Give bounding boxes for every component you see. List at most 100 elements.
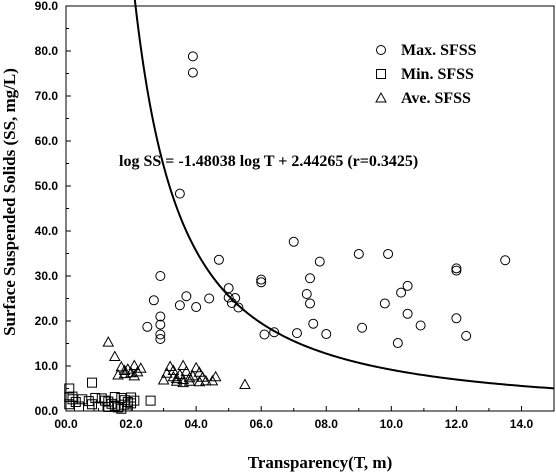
legend-label: Ave. SFSS <box>401 90 471 107</box>
data-point-triangle <box>183 371 196 383</box>
data-point-square <box>109 392 120 403</box>
x-axis-ticks: 00.0 02.0 04.0 06.0 08.0 10.0 12.0 14.0 <box>54 406 533 431</box>
y-axis-label: Surface Suspended Solids (SS, mg/L) <box>0 68 19 336</box>
data-point-circle <box>415 320 426 331</box>
data-point-triangle <box>108 350 121 362</box>
data-point-triangle <box>180 365 193 376</box>
data-point-square <box>64 399 75 410</box>
data-point-circle <box>308 318 319 329</box>
data-point-circle <box>269 327 280 338</box>
data-point-circle <box>256 277 267 288</box>
data-point-square <box>83 396 94 407</box>
regression-equation: log SS = -1.48038 log T + 2.44265 (r=0.3… <box>119 153 418 170</box>
data-point-circle <box>181 291 192 302</box>
data-point-circle <box>223 292 234 303</box>
regression-curve-layer <box>133 0 555 390</box>
plot-border <box>65 5 555 412</box>
legend-marker-square <box>376 69 386 79</box>
data-point-triangle <box>112 368 124 380</box>
data-point-square <box>145 395 156 406</box>
data-point-circle <box>383 248 394 259</box>
data-point-square <box>67 391 78 402</box>
series-circle <box>142 51 511 349</box>
data-point-triangle <box>183 375 196 386</box>
data-point-circle <box>155 329 166 340</box>
legend-label: Max. SFSS <box>401 42 477 59</box>
data-point-circle <box>233 302 244 313</box>
x-tick-label: 12.0 <box>445 417 469 431</box>
data-point-circle <box>396 287 407 298</box>
data-point-triangle <box>200 374 212 386</box>
data-point-triangle <box>177 359 189 371</box>
data-point-square <box>119 399 130 410</box>
data-point-triangle <box>118 364 131 375</box>
plot-frame <box>65 5 555 412</box>
x-axis-label: Transparency(T, m) <box>248 453 393 472</box>
data-point-square <box>77 394 88 405</box>
data-point-circle <box>321 329 332 340</box>
x-tick-label: 10.0 <box>380 417 404 431</box>
data-point-triangle <box>177 376 189 388</box>
y-tick-label: 50.0 <box>35 179 59 193</box>
data-point-triangle <box>134 362 147 373</box>
data-point-circle <box>353 248 364 259</box>
x-tick-label: 04.0 <box>184 417 208 431</box>
y-tick-label: 10.0 <box>35 359 59 373</box>
x-tick-label: 02.0 <box>119 417 143 431</box>
data-point-circle <box>213 254 224 265</box>
data-point-circle <box>155 271 166 281</box>
data-point-square <box>87 399 98 410</box>
data-point-square <box>126 398 137 409</box>
data-point-circle <box>402 308 413 319</box>
data-point-triangle <box>128 369 141 381</box>
data-point-circle <box>379 298 390 309</box>
y-tick-label: 60.0 <box>35 134 59 148</box>
x-tick-label: 14.0 <box>510 417 534 431</box>
data-point-circle <box>187 67 198 78</box>
data-points-layer <box>64 51 511 414</box>
data-point-circle <box>256 274 267 285</box>
data-point-triangle <box>102 336 115 347</box>
data-point-triangle <box>170 372 183 384</box>
data-point-circle <box>500 255 511 266</box>
data-point-circle <box>451 313 462 324</box>
data-point-circle <box>291 328 302 339</box>
y-tick-label: 80.0 <box>35 44 59 58</box>
data-point-circle <box>305 298 315 309</box>
data-point-square <box>96 393 107 404</box>
data-point-triangle <box>209 370 222 382</box>
data-point-circle <box>230 293 241 304</box>
data-point-square <box>126 392 137 403</box>
data-point-circle <box>451 263 462 274</box>
data-point-triangle <box>167 364 180 375</box>
data-point-square <box>87 377 98 388</box>
data-point-square <box>90 392 101 403</box>
y-axis-ticks: 00.0 10.0 20.0 30.0 40.0 50.0 60.0 70.0 80.0 90.0 <box>35 0 71 418</box>
x-tick-label: 08.0 <box>315 417 339 431</box>
y-tick-label: 20.0 <box>35 314 59 328</box>
data-point-circle <box>155 319 166 330</box>
data-point-square <box>103 401 114 412</box>
legend: Max. SFSS Min. SFSS Ave. SFSS <box>375 42 477 107</box>
data-point-square <box>74 401 85 412</box>
data-point-circle <box>402 280 413 291</box>
legend-label: Min. SFSS <box>401 66 474 83</box>
data-point-circle <box>259 329 270 340</box>
data-point-circle <box>155 334 166 344</box>
series-square <box>64 377 156 414</box>
data-point-circle <box>155 311 166 322</box>
data-point-square <box>100 395 111 406</box>
x-tick-label: 06.0 <box>250 417 274 431</box>
y-tick-label: 90.0 <box>35 0 59 13</box>
data-point-triangle <box>190 361 202 373</box>
data-point-circle <box>174 300 185 311</box>
data-point-circle <box>174 188 185 199</box>
data-point-circle <box>288 236 299 247</box>
data-point-triangle <box>157 373 170 385</box>
data-point-triangle <box>193 366 206 377</box>
data-point-circle <box>305 273 315 284</box>
data-point-triangle <box>128 359 141 371</box>
data-point-circle <box>223 283 234 294</box>
data-point-circle <box>357 322 368 333</box>
